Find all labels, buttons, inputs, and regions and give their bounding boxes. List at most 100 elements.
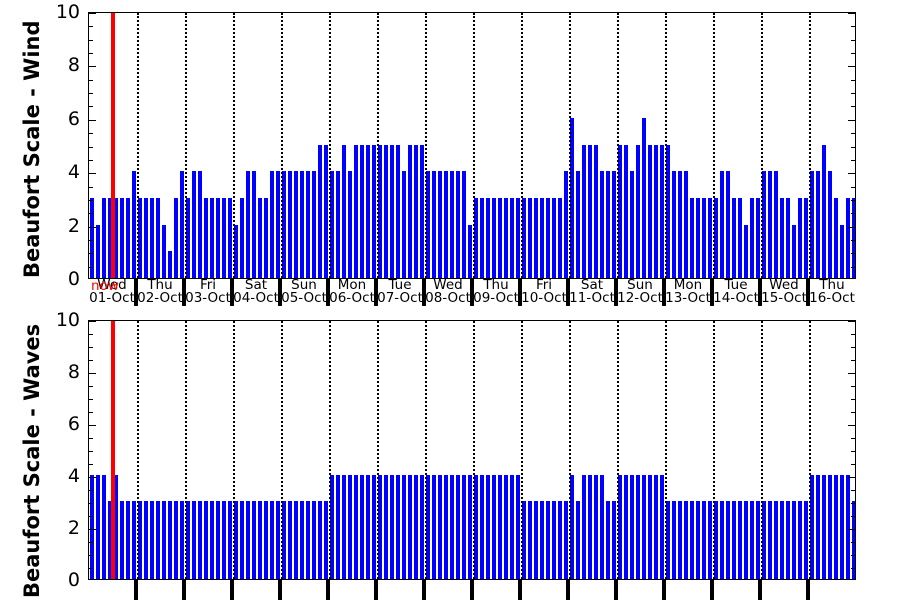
bar — [545, 501, 551, 579]
bar — [227, 197, 233, 278]
bar — [383, 475, 389, 579]
y-tick-minor-right — [851, 503, 855, 504]
x-axis-day-separator — [566, 279, 570, 306]
bar — [527, 197, 533, 278]
bar — [341, 144, 347, 278]
bar — [815, 171, 821, 278]
bar — [167, 251, 173, 278]
y-tick-minor-right — [851, 412, 855, 413]
bar — [179, 171, 185, 278]
bar — [113, 197, 119, 278]
bar — [461, 171, 467, 278]
bar — [701, 501, 707, 579]
x-axis-day-cell: Thu 16-Oct — [808, 279, 856, 306]
day-gridline — [521, 321, 523, 579]
x-axis-weekday: Thu — [147, 279, 173, 293]
bar — [407, 144, 413, 278]
bar — [839, 224, 845, 278]
day-gridline — [377, 13, 379, 278]
y-tick-label: 8 — [67, 361, 80, 383]
bar — [485, 197, 491, 278]
bar — [179, 501, 185, 579]
y-tick-minor — [89, 490, 93, 491]
bar — [821, 144, 827, 278]
x-axis-day-separator — [134, 279, 138, 306]
y-tick-minor — [89, 386, 93, 387]
now-marker-label: now — [91, 278, 119, 294]
y-tick-label: 10 — [55, 309, 80, 331]
y-tick-major — [89, 321, 96, 322]
bar — [107, 501, 113, 579]
y-tick-label: 6 — [67, 413, 80, 435]
bar — [557, 501, 563, 579]
bar — [707, 197, 713, 278]
bar — [785, 501, 791, 579]
bar — [371, 144, 377, 278]
bar — [275, 501, 281, 579]
bar — [221, 197, 227, 278]
x-axis-date: 03-Oct — [185, 290, 231, 306]
bar — [89, 475, 95, 579]
bar — [257, 501, 263, 579]
x-axis-weekday: Wed — [97, 279, 127, 293]
bar — [677, 171, 683, 278]
bar — [155, 197, 161, 278]
x-axis-bottom-tick — [134, 580, 138, 600]
bar — [587, 144, 593, 278]
y-tick-minor-right — [851, 159, 855, 161]
bar — [383, 144, 389, 278]
bar — [377, 144, 383, 278]
bar — [245, 501, 251, 579]
bar — [575, 501, 581, 579]
bar — [311, 501, 317, 579]
x-axis-bottom-tick — [758, 580, 762, 600]
x-axis-day-separator — [422, 279, 426, 306]
bar — [653, 475, 659, 579]
bar — [617, 475, 623, 579]
x-axis-day-cell: Tue 14-Oct — [712, 279, 760, 306]
bar — [515, 197, 521, 278]
day-gridline — [185, 321, 187, 579]
bar — [851, 501, 855, 579]
bar — [599, 475, 605, 579]
x-axis-date: 15-Oct — [761, 290, 807, 306]
bar — [851, 197, 855, 278]
y-tick-major — [89, 119, 96, 121]
bar — [455, 475, 461, 579]
bar — [125, 501, 131, 579]
bar — [737, 197, 743, 278]
bar — [563, 171, 569, 278]
bar — [137, 501, 143, 579]
y-tick-minor-right — [851, 106, 855, 108]
y-tick-major-right — [848, 173, 855, 175]
bar — [671, 171, 677, 278]
bar — [833, 197, 839, 278]
x-axis-weekday: Tue — [388, 279, 412, 293]
x-axis-day-cell: Sat 04-Oct — [232, 279, 280, 306]
y-tick-minor — [89, 516, 93, 517]
bar — [131, 501, 137, 579]
x-axis-weekday: Sun — [627, 279, 653, 293]
y-tick-minor-right — [851, 568, 855, 569]
bar — [497, 197, 503, 278]
day-gridline — [809, 13, 811, 278]
bar — [191, 171, 197, 278]
bar — [467, 475, 473, 579]
day-gridline — [665, 321, 667, 579]
bar — [623, 475, 629, 579]
day-gridline — [425, 321, 427, 579]
bar — [479, 475, 485, 579]
x-axis-day-separator — [326, 279, 330, 306]
day-gridline — [425, 13, 427, 278]
x-axis-date: 12-Oct — [617, 290, 663, 306]
day-gridline — [473, 13, 475, 278]
y-tick-minor-right — [851, 438, 855, 439]
day-gridline — [473, 321, 475, 579]
x-axis-day-separator — [230, 279, 234, 306]
bar — [689, 197, 695, 278]
bar — [305, 501, 311, 579]
bar — [167, 501, 173, 579]
bar — [455, 171, 461, 278]
x-axis-day-cell: Fri 03-Oct — [184, 279, 232, 306]
bar — [425, 475, 431, 579]
